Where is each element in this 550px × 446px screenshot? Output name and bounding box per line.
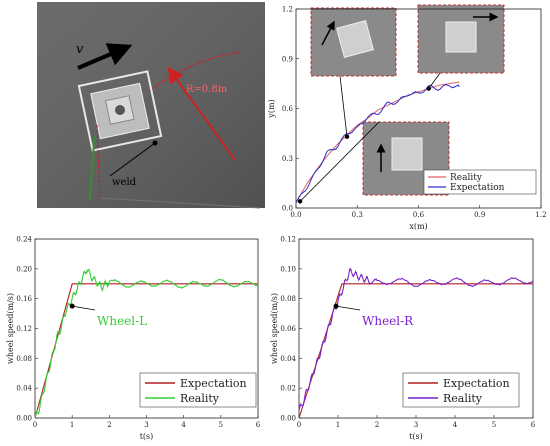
x-tick-label: 0 [33,421,37,429]
y-axis-label: wheel speed(m/s) [270,293,279,364]
legend-label: Expectation [180,377,247,390]
legend-label: Expectation [443,377,510,390]
inset-connector [428,72,441,89]
x-tick-label: 1 [336,421,340,429]
photo-seam [99,197,261,209]
legend-label: Reality [180,392,220,405]
chart-wheel-right: 0 1 2 3 4 5 6 0.00 0.02 0.04 0.06 0.08 0.10 0.12 t(s) w… [270,236,536,442]
y-tick-label: 0.24 [16,236,32,244]
y-tick-label: 0.0 [282,205,293,213]
velocity-label: v [76,42,84,57]
x-tick-label: 1 [70,421,74,429]
inset-anchor-point [297,199,303,204]
series-line-reality [34,268,259,419]
inset-snapshot-1 [310,7,397,77]
radius-label: R=0.8m [186,84,228,95]
inset-anchor-point [344,134,350,139]
y-tick-label: 0.04 [16,385,32,393]
x-tick-label: 6 [531,421,536,429]
legend-box [402,372,520,408]
y-tick-label: 0.20 [16,265,32,273]
annotation-pointer [335,305,361,311]
weld-pointer [109,142,156,177]
radius-arrow [167,66,236,161]
weld-label: weld [112,177,137,188]
x-tick-label: 3 [414,421,418,429]
inset-connector [299,121,380,202]
legend-label: Reality [450,173,483,183]
inset-anchor-point [426,86,431,91]
y-tick-label: 0.00 [16,415,32,423]
y-tick-label: 0.12 [16,325,32,333]
y-tick-label: 0.10 [280,265,296,273]
y-tick-label: 0.00 [280,415,296,423]
y-tick-label: 0.02 [280,385,296,393]
x-tick-label: 4 [181,421,186,429]
chart-wheel-left: 0 1 2 3 4 5 6 0.00 0.04 0.08 0.12 0.16 0.20 0.24 t(s) w… [6,236,261,442]
y-tick-label: 1.2 [282,6,293,14]
x-tick-label: 1.2 [535,211,546,219]
y-tick-label: 0.04 [280,355,296,363]
x-axis-label: t(s) [409,432,423,441]
x-tick-label: 0.3 [352,211,363,219]
inset-snapshot-2 [417,4,505,74]
robot-body [77,70,163,152]
y-axis-label: y(m) [267,99,276,118]
x-tick-label: 0.9 [474,211,485,219]
velocity-arrow [77,43,133,70]
y-tick-label: 0.08 [280,295,296,303]
legend-box [139,372,257,408]
inset-connector [339,75,348,137]
x-tick-label: 5 [492,421,496,429]
x-tick-label: 0.0 [290,211,301,219]
series-line-reality [298,267,534,411]
x-axis-label: t(s) [140,432,154,441]
y-tick-label: 0.16 [16,295,32,303]
x-tick-label: 6 [256,421,261,429]
annotation-label: Wheel-L [97,314,147,328]
x-tick-label: 0 [297,421,301,429]
x-tick-label: 2 [375,421,379,429]
robot-photo: R=0.8m v weld [37,2,265,209]
legend-label: Expectation [450,183,505,193]
y-tick-label: 0.9 [282,55,293,63]
chart-trajectory: 0.0 0.3 0.6 0.9 1.2 0.0 0.3 0.6 0.9 1.2 x(m) y(m) Re… [267,6,547,232]
y-tick-label: 0.12 [280,236,296,244]
x-tick-label: 0.6 [413,211,425,219]
x-tick-label: 4 [453,421,458,429]
x-tick-label: 3 [144,421,148,429]
legend-box [423,169,537,195]
y-tick-label: 0.6 [282,105,294,113]
legend-label: Reality [443,392,483,405]
annotation-label: Wheel-R [362,314,414,328]
x-axis-label: x(m) [409,222,427,231]
x-tick-label: 5 [219,421,223,429]
x-tick-label: 2 [107,421,111,429]
y-tick-label: 0.3 [282,155,293,163]
y-tick-label: 0.06 [280,325,296,333]
y-tick-label: 0.08 [16,355,32,363]
y-axis-label: wheel speed(m/s) [6,293,15,364]
robot-cable [89,134,96,201]
series-line-expectation [295,83,460,204]
weld-line [96,124,101,201]
photo-shading [37,2,265,208]
annotation-pointer [72,305,96,311]
inset-snapshots [310,4,505,196]
